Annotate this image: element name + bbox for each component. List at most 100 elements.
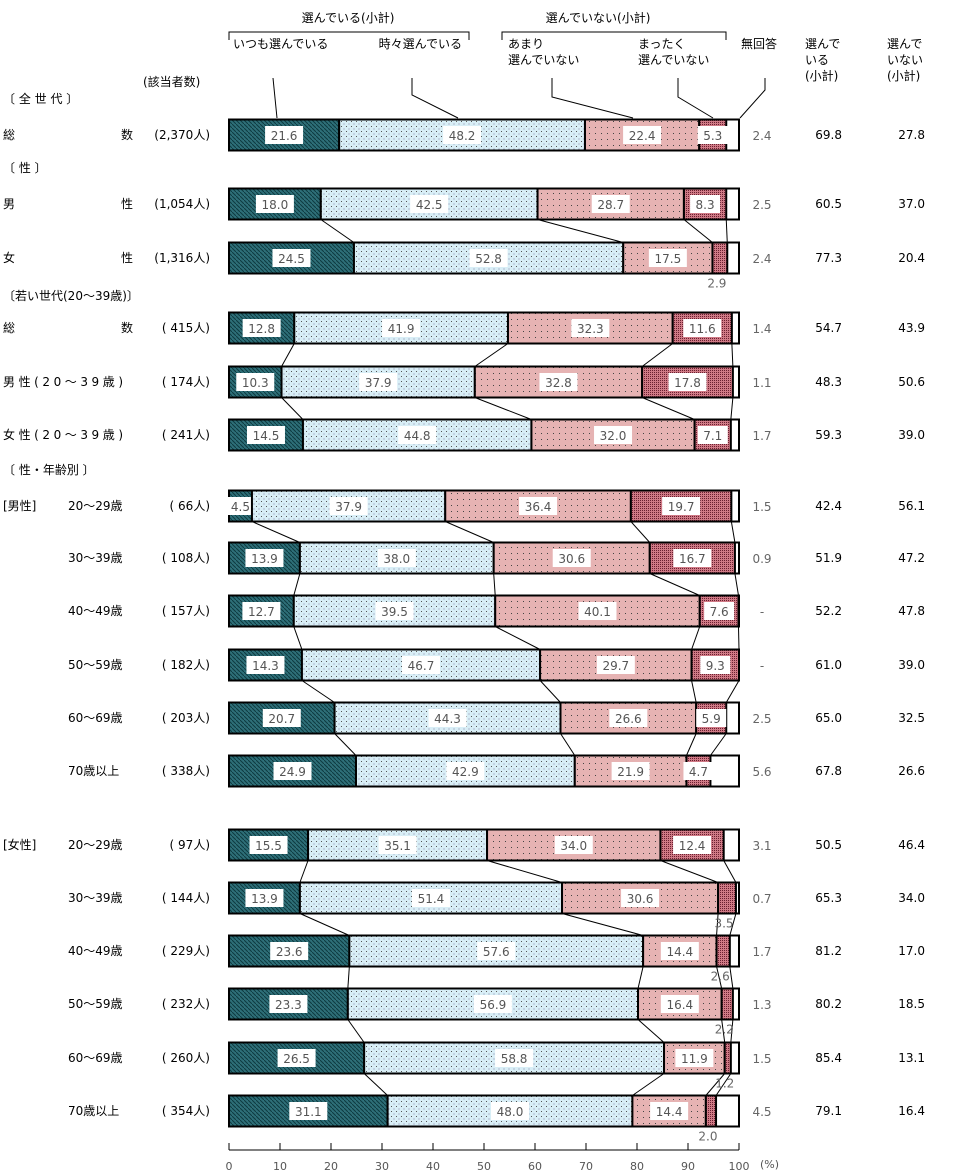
data-label: 2.0 — [698, 1130, 717, 1144]
data-label: 4.7 — [689, 765, 708, 779]
data-label: 17.8 — [674, 376, 701, 390]
data-label: 48.2 — [449, 129, 476, 143]
x-tick-label: 10 — [273, 1160, 287, 1173]
row-label: 70歳以上 — [68, 764, 119, 778]
row-label: 男性(20～39歳) — [3, 375, 123, 389]
row-label: 総 数 — [3, 127, 133, 142]
data-label: 46.7 — [408, 659, 435, 673]
data-label-bg — [552, 549, 591, 567]
data-label: 14.4 — [656, 1105, 683, 1119]
data-label: 18.0 — [262, 198, 289, 212]
legend-leader-2 — [551, 78, 634, 119]
data-label-bg — [272, 249, 311, 267]
subtotal-not-selected: 26.6 — [898, 764, 925, 778]
data-label: 2.2 — [715, 1023, 734, 1037]
x-tick-label: 70 — [579, 1160, 593, 1173]
legend-group-selected: 選んでいる(小計) — [302, 10, 395, 25]
data-label-bg — [700, 656, 731, 674]
data-label-bg — [402, 656, 441, 674]
subtotal-selected: 48.3 — [815, 375, 842, 389]
data-label-bg — [690, 195, 721, 213]
data-label-bg — [611, 762, 650, 780]
data-label-bg — [359, 373, 398, 391]
connector-line — [649, 573, 700, 596]
data-label-bg — [428, 709, 467, 727]
data-label: 12.4 — [679, 839, 706, 853]
data-label-bg — [683, 319, 722, 337]
no-answer-label: 3.1 — [752, 839, 771, 853]
data-label: 37.9 — [365, 376, 392, 390]
connector-line — [691, 680, 697, 703]
connector-line — [691, 626, 701, 650]
no-answer-label: 1.5 — [752, 1052, 771, 1066]
data-label: 34.0 — [560, 839, 587, 853]
data-label-bg — [539, 373, 578, 391]
data-label-bg — [469, 249, 508, 267]
data-label-bg — [443, 126, 482, 144]
subtotal-header-not-selected: 選んで — [887, 37, 922, 51]
row-label: 30～39歳 — [68, 891, 123, 905]
subtotal-selected: 54.7 — [815, 321, 842, 335]
no-answer-label: - — [760, 605, 764, 619]
data-label-bg — [277, 1049, 316, 1067]
subtotal-not-selected: 39.0 — [898, 658, 925, 672]
connector-line — [632, 1073, 665, 1096]
connector-line — [347, 966, 350, 989]
legend-label-2: 選んでいない — [508, 53, 579, 67]
row-group-label: [男性] — [3, 499, 36, 513]
subtotal-not-selected: 16.4 — [898, 1104, 925, 1118]
row-count: ( 108人) — [162, 551, 210, 565]
data-label: 16.4 — [666, 998, 693, 1012]
data-label-bg — [673, 836, 712, 854]
data-label-bg — [696, 709, 727, 727]
connector-line — [721, 1019, 726, 1043]
subtotal-selected: 81.2 — [815, 944, 842, 958]
data-label-bg — [265, 126, 304, 144]
row-count: ( 203人) — [162, 711, 210, 725]
subtotal-not-selected: 46.4 — [898, 838, 925, 852]
data-label-bg — [398, 426, 437, 444]
data-label-bg — [262, 709, 301, 727]
data-label: 30.6 — [627, 892, 654, 906]
legend-leader-3 — [677, 78, 714, 119]
connector-line — [637, 966, 644, 989]
bar-segment-1 — [293, 311, 509, 345]
data-label: 17.5 — [654, 252, 681, 266]
data-label-bg — [242, 602, 281, 620]
row-label: 総 数 — [3, 320, 133, 335]
data-label: 37.9 — [335, 500, 362, 514]
data-label-bg — [411, 889, 450, 907]
row-count: ( 97人) — [170, 838, 210, 852]
data-label: 56.9 — [480, 998, 507, 1012]
data-label-bg — [375, 602, 414, 620]
row-label: 40～49歳 — [68, 604, 123, 618]
connector-line — [363, 1073, 388, 1096]
connector-line — [494, 626, 541, 650]
data-label-bg — [594, 426, 633, 444]
data-label: 35.1 — [384, 839, 411, 853]
data-label: 32.0 — [600, 429, 627, 443]
legend-brace-not-selected — [501, 31, 727, 40]
data-label: 42.5 — [416, 198, 443, 212]
data-label-bg — [697, 426, 728, 444]
data-label-bg — [382, 319, 421, 337]
data-label-bg — [273, 762, 312, 780]
data-label: 28.7 — [597, 198, 624, 212]
connector-line — [537, 219, 624, 243]
data-label: 23.6 — [276, 945, 303, 959]
data-label: 31.1 — [295, 1105, 322, 1119]
data-label: 21.6 — [271, 129, 298, 143]
data-label-bg — [704, 602, 735, 620]
subtotal-selected: 69.8 — [815, 128, 842, 142]
no-answer-label: 2.5 — [752, 198, 771, 212]
subtotal-selected: 85.4 — [815, 1051, 842, 1065]
data-label: 29.7 — [602, 659, 629, 673]
data-label: 1.2 — [715, 1077, 734, 1091]
connector-line — [734, 573, 739, 596]
subtotal-selected: 51.9 — [815, 551, 842, 565]
data-label: 13.9 — [251, 552, 278, 566]
connector-line — [737, 626, 740, 650]
data-label: 14.3 — [252, 659, 279, 673]
legend-leader-0 — [272, 77, 278, 119]
data-label: 5.9 — [702, 712, 721, 726]
